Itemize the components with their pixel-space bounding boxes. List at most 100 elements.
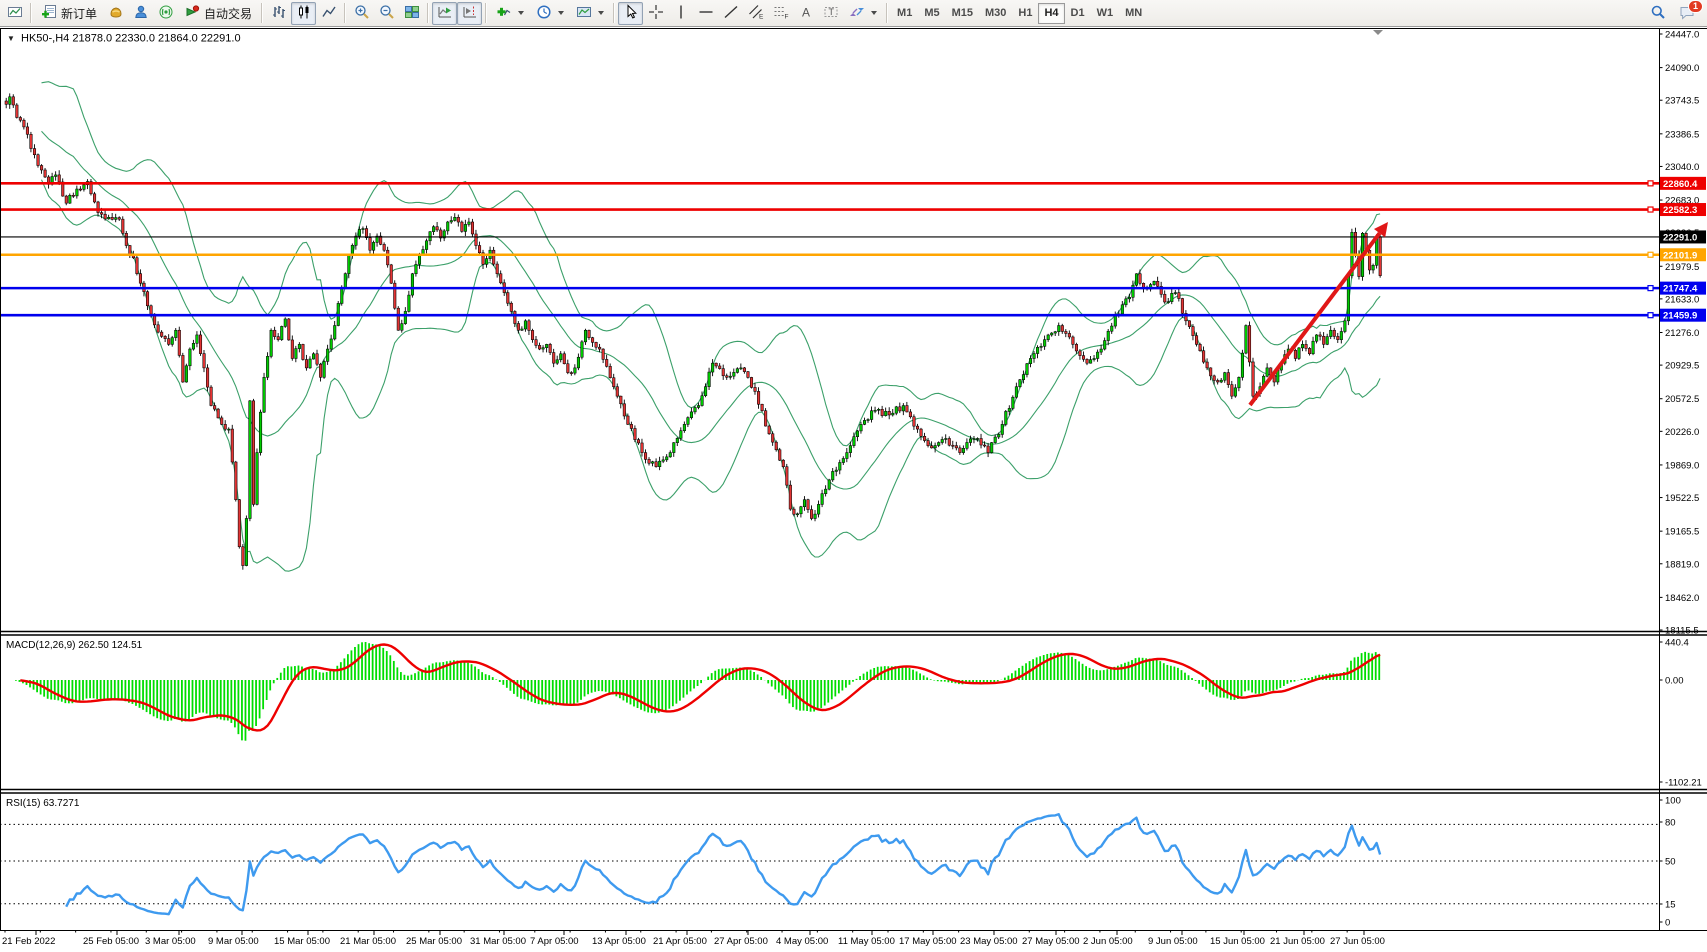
- time-axis-label: 31 Mar 05:00: [470, 936, 526, 947]
- svg-text:21979.5: 21979.5: [1665, 262, 1699, 273]
- new-chart-button[interactable]: [2, 2, 27, 25]
- cursor-icon: [623, 3, 639, 23]
- template-icon: [576, 4, 592, 23]
- svg-text:A: A: [802, 5, 810, 19]
- time-axis: 21 Feb 2022 25 Feb 05:00 3 Mar 05:00 9 Mar …: [2, 930, 1385, 947]
- bar-chart-button[interactable]: [266, 2, 291, 25]
- new-order-icon: [41, 4, 57, 23]
- trendline-icon: [723, 4, 739, 23]
- horizontal-line-tool-button[interactable]: [693, 2, 718, 25]
- toolbar-separator: [613, 3, 616, 23]
- symbol-collapse-arrow[interactable]: ▼: [7, 34, 15, 43]
- time-axis-label: 17 May 05:00: [899, 936, 957, 947]
- svg-text:23040.0: 23040.0: [1665, 162, 1699, 173]
- svg-text:22860.4: 22860.4: [1663, 179, 1698, 190]
- market-gold-icon: [108, 4, 124, 23]
- community-person-icon: [133, 4, 149, 23]
- rsi-axis-label: 100: [1665, 796, 1681, 807]
- tile-windows-icon: [404, 4, 420, 23]
- community-button[interactable]: [128, 2, 153, 25]
- ohlc-bars-icon: [271, 4, 287, 23]
- time-axis-label: 21 Jun 05:00: [1270, 936, 1325, 947]
- candlestick-chart-button[interactable]: [291, 1, 317, 25]
- arrows-tool-button[interactable]: [843, 2, 883, 25]
- chat-button[interactable]: 1: [1674, 0, 1703, 25]
- new-order-button[interactable]: 新订单: [35, 2, 103, 25]
- chat-unread-badge: 1: [1688, 0, 1703, 13]
- trendline-tool-button[interactable]: [718, 2, 743, 25]
- svg-text:23743.5: 23743.5: [1665, 96, 1699, 107]
- trend-arrow[interactable]: [1248, 222, 1388, 407]
- macd-axis-label: 440.4: [1665, 638, 1689, 649]
- timeframe-M30[interactable]: M30: [979, 3, 1012, 24]
- time-axis-label: 7 Apr 05:00: [530, 936, 579, 947]
- fibonacci-tool-button[interactable]: F: [768, 2, 793, 25]
- indicators-dropdown-caret: [518, 11, 525, 15]
- timeframe-H1[interactable]: H1: [1012, 3, 1038, 24]
- time-axis-label: 25 Mar 05:00: [406, 936, 462, 947]
- svg-text:F: F: [784, 13, 788, 20]
- time-axis-label: 21 Apr 05:00: [653, 936, 707, 947]
- periods-button[interactable]: [530, 2, 570, 25]
- timeframe-D1[interactable]: D1: [1065, 3, 1091, 24]
- timeframe-M15[interactable]: M15: [946, 3, 979, 24]
- price-tag: 22101.9: [1660, 248, 1706, 262]
- zoom-out-button[interactable]: [374, 2, 399, 25]
- auto-scroll-button[interactable]: [432, 1, 458, 25]
- horizontal-price-lines[interactable]: [0, 180, 1659, 319]
- svg-text:21747.4: 21747.4: [1663, 284, 1698, 295]
- arrows-icon: [849, 4, 865, 23]
- vertical-line-tool-button[interactable]: [668, 2, 693, 25]
- cursor-tool-button[interactable]: [618, 1, 644, 25]
- rsi-axis-label: 80: [1665, 818, 1676, 829]
- search-button[interactable]: [1645, 2, 1670, 25]
- text-tool-button[interactable]: A: [793, 2, 818, 25]
- timeframe-M1[interactable]: M1: [891, 3, 918, 24]
- time-axis-label: 21 Feb 2022: [2, 936, 55, 947]
- timeframe-MN[interactable]: MN: [1119, 3, 1148, 24]
- text-label-tool-button[interactable]: T: [818, 2, 843, 25]
- toolbar-separator: [261, 3, 264, 23]
- svg-text:18462.0: 18462.0: [1665, 593, 1699, 604]
- rsi-axis-label: 15: [1665, 900, 1676, 911]
- autotrading-button[interactable]: 自动交易: [178, 2, 258, 25]
- rsi-axis-label: 50: [1665, 857, 1676, 868]
- indicators-button[interactable]: [490, 2, 530, 25]
- crosshair-icon: [648, 4, 664, 23]
- market-button[interactable]: [103, 2, 128, 25]
- line-chart-icon: [321, 4, 337, 23]
- price-tag: 22860.4: [1660, 176, 1706, 190]
- rsi-label: RSI(15) 63.7271: [6, 798, 80, 809]
- templates-button[interactable]: [570, 2, 610, 25]
- time-axis-label: 4 May 05:00: [776, 936, 828, 947]
- channel-tool-button[interactable]: E: [743, 2, 768, 25]
- rsi-axis-label: 0: [1665, 918, 1670, 929]
- signals-button[interactable]: [153, 2, 178, 25]
- svg-text:24090.0: 24090.0: [1665, 63, 1699, 74]
- toolbar: 新订单 自动交易: [0, 0, 1707, 27]
- time-axis-label: 21 Mar 05:00: [340, 936, 396, 947]
- time-axis-label: 25 Feb 05:00: [83, 936, 139, 947]
- crosshair-tool-button[interactable]: [643, 2, 668, 25]
- chart-shift-marker[interactable]: [1373, 30, 1383, 35]
- autotrading-label: 自动交易: [204, 6, 253, 21]
- macd-label: MACD(12,26,9) 262.50 124.51: [6, 640, 143, 651]
- tile-windows-button[interactable]: [399, 2, 424, 25]
- svg-text:19522.5: 19522.5: [1665, 493, 1699, 504]
- line-chart-button[interactable]: [316, 2, 341, 25]
- price-tag: 21459.9: [1660, 308, 1706, 322]
- timeframe-H4[interactable]: H4: [1038, 2, 1065, 24]
- chart-shift-icon: [462, 4, 478, 23]
- svg-text:20929.5: 20929.5: [1665, 361, 1699, 372]
- timeframe-M5[interactable]: M5: [918, 3, 945, 24]
- svg-text:18819.0: 18819.0: [1665, 559, 1699, 570]
- svg-text:T: T: [828, 7, 834, 17]
- chart-shift-button[interactable]: [457, 1, 483, 25]
- new-order-label: 新订单: [61, 6, 98, 21]
- zoom-in-icon: [354, 4, 370, 23]
- price-tag: 22582.3: [1660, 203, 1706, 217]
- timeframe-W1[interactable]: W1: [1091, 3, 1120, 24]
- zoom-in-button[interactable]: [349, 2, 374, 25]
- rsi-indicator: [0, 813, 1659, 916]
